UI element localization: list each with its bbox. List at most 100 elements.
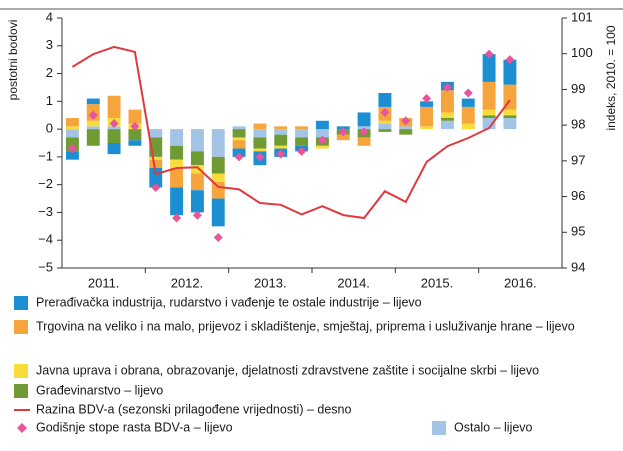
bar-segment <box>378 120 392 124</box>
bar-segment <box>232 126 246 130</box>
bar-segment <box>107 95 121 118</box>
bar-segment <box>211 181 225 199</box>
bar-segment <box>461 123 475 130</box>
bar-segment <box>482 115 496 118</box>
bar-segment <box>461 106 475 124</box>
diamond-marker <box>317 135 327 145</box>
bar-segment <box>295 126 309 130</box>
bar-segment <box>440 118 454 121</box>
bar-segment <box>86 120 100 127</box>
bar-segment <box>315 129 329 138</box>
x-tick-label: 2016. <box>504 275 537 290</box>
bar-segment <box>86 126 100 130</box>
bar-segment <box>232 129 246 138</box>
y-tick-label: −3 <box>38 204 53 219</box>
bar-segment <box>170 187 184 216</box>
y2-tick-label: 99 <box>571 81 585 96</box>
diamond-marker <box>505 55 515 65</box>
bar-segment <box>190 173 204 191</box>
bar-segment <box>65 129 79 138</box>
diamond-marker <box>67 144 77 154</box>
bar-segment <box>503 115 517 118</box>
y2-tick-label: 97 <box>571 152 585 167</box>
legend-swatch <box>14 320 28 334</box>
y2-tick-label: 94 <box>571 259 585 274</box>
y-tick-label: 1 <box>46 93 53 108</box>
legend-label: Građevinarstvo – lijevo <box>36 383 163 397</box>
bar-segment <box>190 129 204 152</box>
bar-segment <box>190 165 204 174</box>
bar-segment <box>128 129 142 141</box>
y-tick-label: 0 <box>46 121 53 136</box>
diamond-marker <box>88 110 98 120</box>
bar-segment <box>482 109 496 116</box>
y-tick-label: 3 <box>46 37 53 52</box>
x-tick-label: 2015. <box>421 275 454 290</box>
bar-segment <box>149 159 163 168</box>
bar-segment <box>482 118 496 130</box>
bar-segment <box>315 145 329 149</box>
diamond-marker <box>359 127 369 137</box>
legend: Prerađivačka industrija, rudarstvo i vađ… <box>14 295 575 435</box>
bar-segment <box>315 120 329 130</box>
diamond-marker <box>255 152 265 162</box>
bar-segment <box>420 101 434 107</box>
bar-segment <box>253 148 267 152</box>
diamond-marker <box>192 210 202 220</box>
legend-swatch <box>14 384 28 398</box>
legend-label: Trgovina na veliko i na malo, prijevoz i… <box>36 319 575 333</box>
legend-label: Prerađivačka industrija, rudarstvo i vađ… <box>36 295 422 309</box>
bar-segment <box>440 112 454 118</box>
bar-segment <box>149 129 163 138</box>
bar-segment <box>420 106 434 127</box>
bar-segment <box>274 134 288 146</box>
bar-segment <box>253 137 267 149</box>
bar-segment <box>378 129 392 132</box>
bar-segment <box>399 129 413 135</box>
bar-segment <box>211 129 225 157</box>
bar-segment <box>170 168 184 188</box>
y2-tick-label: 98 <box>571 117 585 132</box>
y-tick-label: −5 <box>38 259 53 274</box>
bar-segment <box>232 137 246 141</box>
diamond-marker <box>401 116 411 126</box>
legend-label: Javna uprava i obrana, obrazovanje, djel… <box>36 363 539 377</box>
bar-segment <box>357 112 371 127</box>
bar-segment <box>357 137 371 146</box>
bar-segment <box>482 81 496 110</box>
legend-label: Godišnje stope rasta BDV-a – lijevo <box>36 420 233 434</box>
diamond-marker <box>297 146 307 156</box>
bar-segment <box>336 134 350 141</box>
diamond-marker <box>109 119 119 129</box>
legend-swatch <box>17 423 27 433</box>
diamond-marker <box>442 82 452 92</box>
bar-segment <box>440 90 454 113</box>
legend-swatch <box>14 296 28 310</box>
x-tick-label: 2013. <box>254 275 287 290</box>
diamond-marker <box>463 88 473 98</box>
bar-segment <box>86 98 100 105</box>
bar-segment <box>86 129 100 146</box>
y-axis-label: postotni bodovi <box>6 20 20 101</box>
bar-segment <box>503 118 517 130</box>
bar-segment <box>295 129 309 138</box>
bar-segment <box>274 145 288 149</box>
diamond-marker <box>338 127 348 137</box>
y-tick-label: 2 <box>46 65 53 80</box>
y2-axis-label: indeks, 2010. = 100 <box>604 25 618 130</box>
y2-tick-label: 95 <box>571 224 585 239</box>
bar-segment <box>170 129 184 146</box>
y-tick-label: −2 <box>38 176 53 191</box>
bar-segment <box>65 126 79 130</box>
legend-label: Razina BDV-a (sezonski prilagođene vrije… <box>36 402 351 416</box>
diamond-marker <box>276 149 286 159</box>
bar-segment <box>211 156 225 174</box>
bar-segment <box>232 140 246 149</box>
bar-segment <box>503 59 517 85</box>
bar-segment <box>107 143 121 155</box>
diamond-marker <box>130 121 140 131</box>
x-tick-label: 2012. <box>171 275 204 290</box>
y-tick-label: −4 <box>38 232 53 247</box>
x-tick-label: 2011. <box>88 275 120 290</box>
